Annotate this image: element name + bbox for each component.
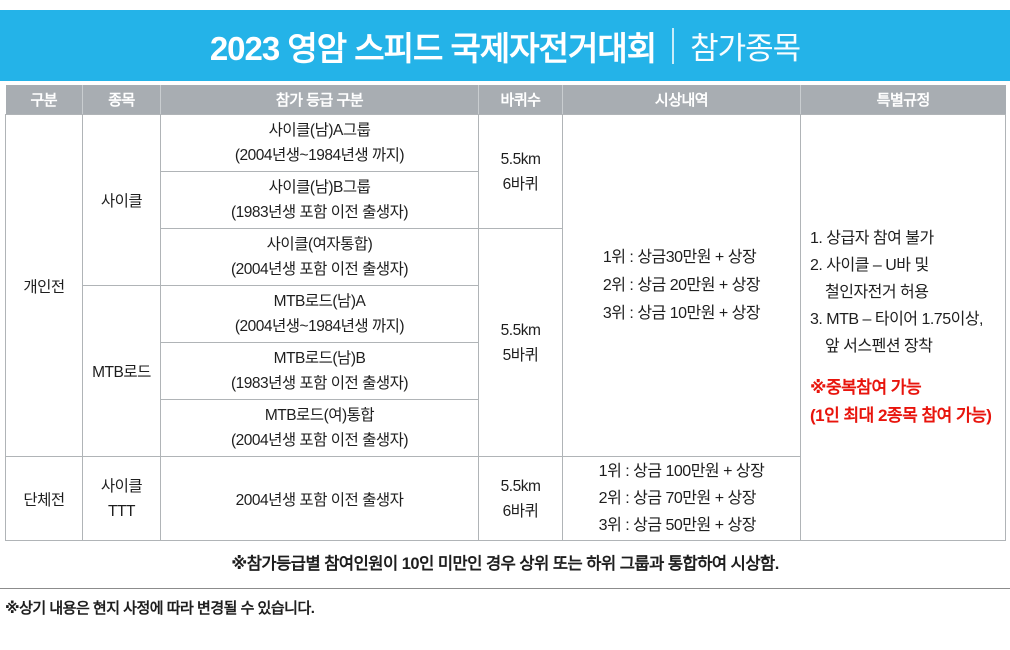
group-team: 단체전 — [5, 456, 83, 541]
grade-cell-cycle-a: 사이클(남)A그룹 (2004년생~1984년생 까지) — [160, 114, 479, 172]
event-cycle: 사이클 — [82, 114, 161, 286]
event-ttt-line1: 사이클 — [100, 477, 143, 495]
table-row: MTB로드(남)B (1983년생 포함 이전 출생자) — [6, 342, 1006, 400]
banner-subtitle: 참가종목 — [690, 31, 801, 66]
header-event: 종목 — [82, 85, 161, 115]
prize-line-1: 1위 : 상금 100만원 + 상장 — [598, 463, 765, 480]
grade-range: (1983년생 포함 이전 출생자) — [230, 375, 409, 392]
grade-name: 사이클(남)B그룹 — [268, 179, 371, 196]
prize-cell-individual: 1위 : 상금30만원 + 상장 2위 : 상금 20만원 + 상장 3위 : … — [562, 114, 801, 457]
laps-cell-cycle: 5.5km 6바퀴 — [478, 114, 563, 229]
banner: 2023 영암 스피드 국제자전거대회 참가종목 — [0, 10, 1010, 81]
header-category: 구분 — [5, 85, 83, 115]
duplicate-entry-note-line2: (1인 최대 2종목 참여 가능) — [810, 406, 992, 425]
lap-distance: 5.5km — [500, 150, 541, 168]
table-row: 사이클(여자통합) (2004년생 포함 이전 출생자) 5.5km 5바퀴 — [6, 228, 1006, 457]
table-row-team: 단체전 사이클 TTT 2004년생 포함 이전 출생자 5.5km 6바퀴 1… — [5, 456, 1006, 541]
table-row: 개인전 사이클 사이클(남)A그룹 (2004년생~1984년생 까지) 5.5… — [5, 114, 1006, 541]
header-laps: 바퀴수 — [478, 85, 563, 115]
grade-name: MTB로드(남)B — [273, 350, 366, 367]
grade-cell-cycle-women: 사이클(여자통합) (2004년생 포함 이전 출생자) — [160, 228, 479, 286]
rule-line-2: 2. 사이클 – U바 및 — [810, 257, 929, 274]
grade-cell-mtb-b: MTB로드(남)B (1983년생 포함 이전 출생자) — [160, 342, 479, 400]
laps-cell-team: 5.5km 6바퀴 — [478, 456, 563, 541]
title-divider — [672, 27, 675, 64]
prize-cell-team: 1위 : 상금 100만원 + 상장 2위 : 상금 70만원 + 상장 3위 … — [562, 456, 801, 541]
grade-range: (2004년생 포함 이전 출생자) — [230, 432, 409, 449]
merge-award-note: ※참가등급별 참여인원이 10인 미만인 경우 상위 또는 하위 그룹과 통합하… — [231, 555, 779, 573]
prize-list-individual: 1위 : 상금30만원 + 상장 2위 : 상금 20만원 + 상장 3위 : … — [602, 244, 761, 328]
lap-count: 5바퀴 — [502, 346, 539, 364]
grade-cell-mtb-a: MTB로드(남)A (2004년생~1984년생 까지) — [160, 285, 479, 343]
group-individual: 개인전 — [5, 114, 83, 457]
header-grade: 참가 등급 구분 — [160, 85, 479, 115]
lap-distance: 5.5km — [500, 477, 541, 495]
banner-title: 2023 영암 스피드 국제자전거대회 — [209, 29, 657, 67]
grade-name: MTB로드(여)통합 — [264, 407, 375, 424]
header-prizes: 시상내역 — [562, 85, 801, 115]
event-spec-table: 구분 종목 참가 등급 구분 바퀴수 시상내역 특별규정 개인전 사이클 사이클… — [5, 85, 1006, 541]
lap-distance: 5.5km — [500, 321, 541, 339]
change-notice-note: ※상기 내용은 현지 사정에 따라 변경될 수 있습니다. — [5, 600, 315, 617]
prize-line-2: 2위 : 상금 70만원 + 상장 — [598, 490, 757, 507]
grade-range: (2004년생 포함 이전 출생자) — [230, 261, 409, 278]
table-row: MTB로드(여)통합 (2004년생 포함 이전 출생자) — [6, 399, 1006, 457]
grade-cell-mtb-women: MTB로드(여)통합 (2004년생 포함 이전 출생자) — [160, 399, 479, 457]
duplicate-entry-note-line1: ※중복참여 가능 — [810, 378, 922, 397]
prize-line-2: 2위 : 상금 20만원 + 상장 — [602, 276, 761, 294]
header-row: 구분 종목 참가 등급 구분 바퀴수 시상내역 특별규정 — [5, 85, 1006, 115]
duplicate-entry-note: ※중복참여 가능 (1인 최대 2종목 참여 가능) — [810, 374, 1004, 430]
table-row: 사이클(남)B그룹 (1983년생 포함 이전 출생자) — [6, 171, 1006, 229]
event-ttt: 사이클 TTT — [82, 456, 161, 541]
prize-line-3: 3위 : 상금 10만원 + 상장 — [602, 304, 761, 322]
grade-range: (1983년생 포함 이전 출생자) — [230, 204, 409, 221]
lap-count: 6바퀴 — [502, 175, 539, 193]
divider-line — [0, 588, 1010, 589]
grade-cell-team: 2004년생 포함 이전 출생자 — [160, 456, 479, 541]
rule-line-1: 1. 상급자 참여 불가 — [810, 230, 934, 247]
rule-line-3b: 앞 서스펜션 장착 — [825, 338, 933, 355]
prize-list-team: 1위 : 상금 100만원 + 상장 2위 : 상금 70만원 + 상장 3위 … — [599, 458, 765, 539]
event-mtb: MTB로드 — [82, 285, 161, 457]
prize-line-1: 1위 : 상금30만원 + 상장 — [602, 248, 757, 266]
event-ttt-line2: TTT — [108, 502, 135, 520]
special-rules-cell: 1. 상급자 참여 불가 2. 사이클 – U바 및 철인자전거 허용 3. M… — [800, 114, 1006, 541]
rule-line-3: 3. MTB – 타이어 1.75이상, — [810, 311, 983, 328]
grade-name: 사이클(여자통합) — [266, 236, 373, 253]
lap-count: 6바퀴 — [502, 502, 539, 520]
grade-cell-cycle-b: 사이클(남)B그룹 (1983년생 포함 이전 출생자) — [160, 171, 479, 229]
grade-name: 사이클(남)A그룹 — [268, 122, 371, 139]
prize-line-3: 3위 : 상금 50만원 + 상장 — [598, 517, 757, 534]
grade-name: MTB로드(남)A — [273, 293, 366, 310]
laps-cell-mtb: 5.5km 5바퀴 — [478, 228, 563, 457]
header-special: 특별규정 — [800, 85, 1006, 115]
grade-range: (2004년생~1984년생 까지) — [234, 318, 405, 335]
grade-range: (2004년생~1984년생 까지) — [234, 147, 405, 164]
rule-line-2b: 철인자전거 허용 — [825, 284, 929, 301]
